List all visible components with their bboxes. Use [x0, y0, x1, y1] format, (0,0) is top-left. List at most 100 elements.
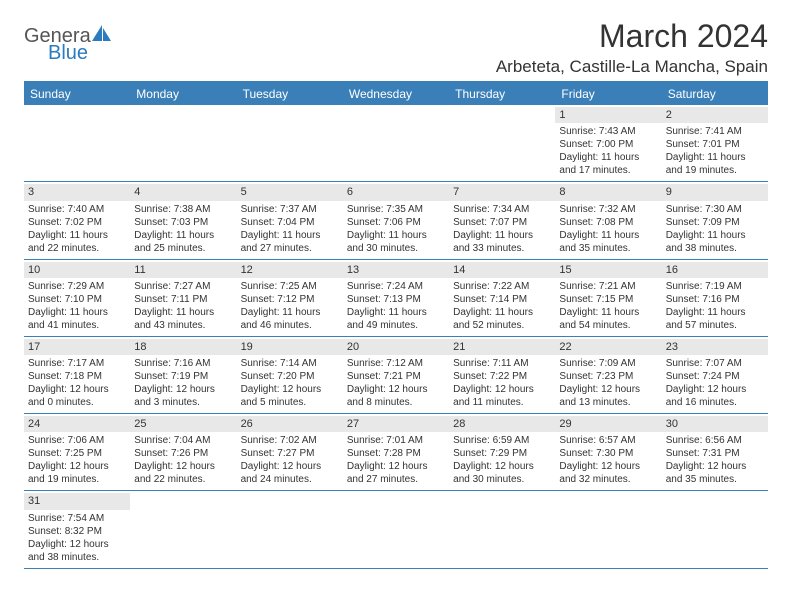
- calendar-cell: 9Sunrise: 7:30 AMSunset: 7:09 PMDaylight…: [662, 182, 768, 258]
- cell-day1: Daylight: 11 hours: [28, 229, 126, 242]
- cell-sunrise: Sunrise: 7:02 AM: [241, 434, 339, 447]
- cell-sunrise: Sunrise: 7:40 AM: [28, 203, 126, 216]
- cell-sunrise: Sunrise: 7:25 AM: [241, 280, 339, 293]
- cell-day2: and 0 minutes.: [28, 396, 126, 409]
- cell-sunset: Sunset: 7:12 PM: [241, 293, 339, 306]
- day-number: 28: [449, 416, 555, 432]
- cell-sunset: Sunset: 7:00 PM: [559, 138, 657, 151]
- cell-day2: and 24 minutes.: [241, 473, 339, 486]
- cell-day2: and 43 minutes.: [134, 319, 232, 332]
- cell-day1: Daylight: 11 hours: [241, 229, 339, 242]
- cell-sunrise: Sunrise: 7:16 AM: [134, 357, 232, 370]
- calendar-week: 31Sunrise: 7:54 AMSunset: 8:32 PMDayligh…: [24, 491, 768, 568]
- cell-sunset: Sunset: 7:31 PM: [666, 447, 764, 460]
- cell-day2: and 52 minutes.: [453, 319, 551, 332]
- calendar-cell: 31Sunrise: 7:54 AMSunset: 8:32 PMDayligh…: [24, 491, 130, 567]
- calendar-cell: 28Sunrise: 6:59 AMSunset: 7:29 PMDayligh…: [449, 414, 555, 490]
- cell-sunset: Sunset: 7:24 PM: [666, 370, 764, 383]
- location-text: Arbeteta, Castille-La Mancha, Spain: [496, 57, 768, 77]
- calendar-cell: 1Sunrise: 7:43 AMSunset: 7:00 PMDaylight…: [555, 105, 661, 181]
- calendar-cell: 2Sunrise: 7:41 AMSunset: 7:01 PMDaylight…: [662, 105, 768, 181]
- cell-day1: Daylight: 12 hours: [134, 460, 232, 473]
- cell-day1: Daylight: 11 hours: [241, 306, 339, 319]
- title-block: March 2024 Arbeteta, Castille-La Mancha,…: [496, 18, 768, 77]
- calendar-cell: 19Sunrise: 7:14 AMSunset: 7:20 PMDayligh…: [237, 337, 343, 413]
- calendar-cell: 6Sunrise: 7:35 AMSunset: 7:06 PMDaylight…: [343, 182, 449, 258]
- cell-sunrise: Sunrise: 7:27 AM: [134, 280, 232, 293]
- cell-sunset: Sunset: 7:26 PM: [134, 447, 232, 460]
- cell-day2: and 49 minutes.: [347, 319, 445, 332]
- calendar-cell-empty: [130, 491, 236, 567]
- cell-sunrise: Sunrise: 7:22 AM: [453, 280, 551, 293]
- cell-sunrise: Sunrise: 7:12 AM: [347, 357, 445, 370]
- cell-day2: and 25 minutes.: [134, 242, 232, 255]
- cell-sunrise: Sunrise: 7:11 AM: [453, 357, 551, 370]
- cell-sunset: Sunset: 7:30 PM: [559, 447, 657, 460]
- day-number: 31: [24, 493, 130, 509]
- cell-day2: and 32 minutes.: [559, 473, 657, 486]
- cell-day2: and 11 minutes.: [453, 396, 551, 409]
- cell-day2: and 35 minutes.: [666, 473, 764, 486]
- day-number: 22: [555, 339, 661, 355]
- cell-day1: Daylight: 12 hours: [28, 383, 126, 396]
- day-number: 16: [662, 262, 768, 278]
- cell-day2: and 30 minutes.: [347, 242, 445, 255]
- day-number: 12: [237, 262, 343, 278]
- cell-day1: Daylight: 11 hours: [347, 306, 445, 319]
- cell-day2: and 8 minutes.: [347, 396, 445, 409]
- calendar-cell: 21Sunrise: 7:11 AMSunset: 7:22 PMDayligh…: [449, 337, 555, 413]
- cell-day1: Daylight: 11 hours: [347, 229, 445, 242]
- cell-day2: and 35 minutes.: [559, 242, 657, 255]
- cell-sunrise: Sunrise: 7:29 AM: [28, 280, 126, 293]
- day-number: 14: [449, 262, 555, 278]
- calendar-cell-empty: [237, 105, 343, 181]
- cell-sunrise: Sunrise: 7:19 AM: [666, 280, 764, 293]
- cell-sunrise: Sunrise: 7:06 AM: [28, 434, 126, 447]
- cell-sunset: Sunset: 7:27 PM: [241, 447, 339, 460]
- cell-day1: Daylight: 12 hours: [241, 383, 339, 396]
- calendar-cell: 12 Sunrise: 7:25 AMSunset: 7:12 PMDayligh…: [237, 260, 343, 336]
- cell-day2: and 13 minutes.: [559, 396, 657, 409]
- day-header-cell: Wednesday: [343, 83, 449, 105]
- calendar-cell: 16Sunrise: 7:19 AMSunset: 7:16 PMDayligh…: [662, 260, 768, 336]
- cell-day2: and 38 minutes.: [28, 551, 126, 564]
- logo-sail-icon: [91, 24, 113, 47]
- cell-day2: and 57 minutes.: [666, 319, 764, 332]
- cell-sunset: Sunset: 7:18 PM: [28, 370, 126, 383]
- day-number: 7: [449, 184, 555, 200]
- cell-day2: and 27 minutes.: [347, 473, 445, 486]
- cell-day2: and 38 minutes.: [666, 242, 764, 255]
- day-number: 4: [130, 184, 236, 200]
- cell-sunrise: Sunrise: 7:35 AM: [347, 203, 445, 216]
- day-number: 24: [24, 416, 130, 432]
- cell-day1: Daylight: 12 hours: [559, 383, 657, 396]
- calendar-cell: 15Sunrise: 7:21 AMSunset: 7:15 PMDayligh…: [555, 260, 661, 336]
- cell-day1: Daylight: 11 hours: [666, 229, 764, 242]
- cell-day2: and 22 minutes.: [28, 242, 126, 255]
- day-number: 21: [449, 339, 555, 355]
- day-header-cell: Friday: [555, 83, 661, 105]
- day-number: 19: [237, 339, 343, 355]
- day-number: 30: [662, 416, 768, 432]
- day-number: 9: [662, 184, 768, 200]
- day-number: 23: [662, 339, 768, 355]
- cell-day1: Daylight: 12 hours: [453, 383, 551, 396]
- day-header-cell: Sunday: [24, 83, 130, 105]
- calendar-cell: 13Sunrise: 7:24 AMSunset: 7:13 PMDayligh…: [343, 260, 449, 336]
- day-header-cell: Saturday: [662, 83, 768, 105]
- day-number: 18: [130, 339, 236, 355]
- cell-sunset: Sunset: 7:02 PM: [28, 216, 126, 229]
- cell-sunset: Sunset: 7:10 PM: [28, 293, 126, 306]
- day-number: 29: [555, 416, 661, 432]
- calendar-cell: 29Sunrise: 6:57 AMSunset: 7:30 PMDayligh…: [555, 414, 661, 490]
- cell-sunrise: Sunrise: 7:34 AM: [453, 203, 551, 216]
- day-header-row: SundayMondayTuesdayWednesdayThursdayFrid…: [24, 83, 768, 105]
- calendar-week: 3Sunrise: 7:40 AMSunset: 7:02 PMDaylight…: [24, 182, 768, 259]
- cell-day2: and 27 minutes.: [241, 242, 339, 255]
- day-header-cell: Thursday: [449, 83, 555, 105]
- cell-day1: Daylight: 12 hours: [241, 460, 339, 473]
- cell-day2: and 19 minutes.: [666, 164, 764, 177]
- cell-sunset: Sunset: 7:03 PM: [134, 216, 232, 229]
- cell-sunset: Sunset: 7:08 PM: [559, 216, 657, 229]
- cell-day2: and 30 minutes.: [453, 473, 551, 486]
